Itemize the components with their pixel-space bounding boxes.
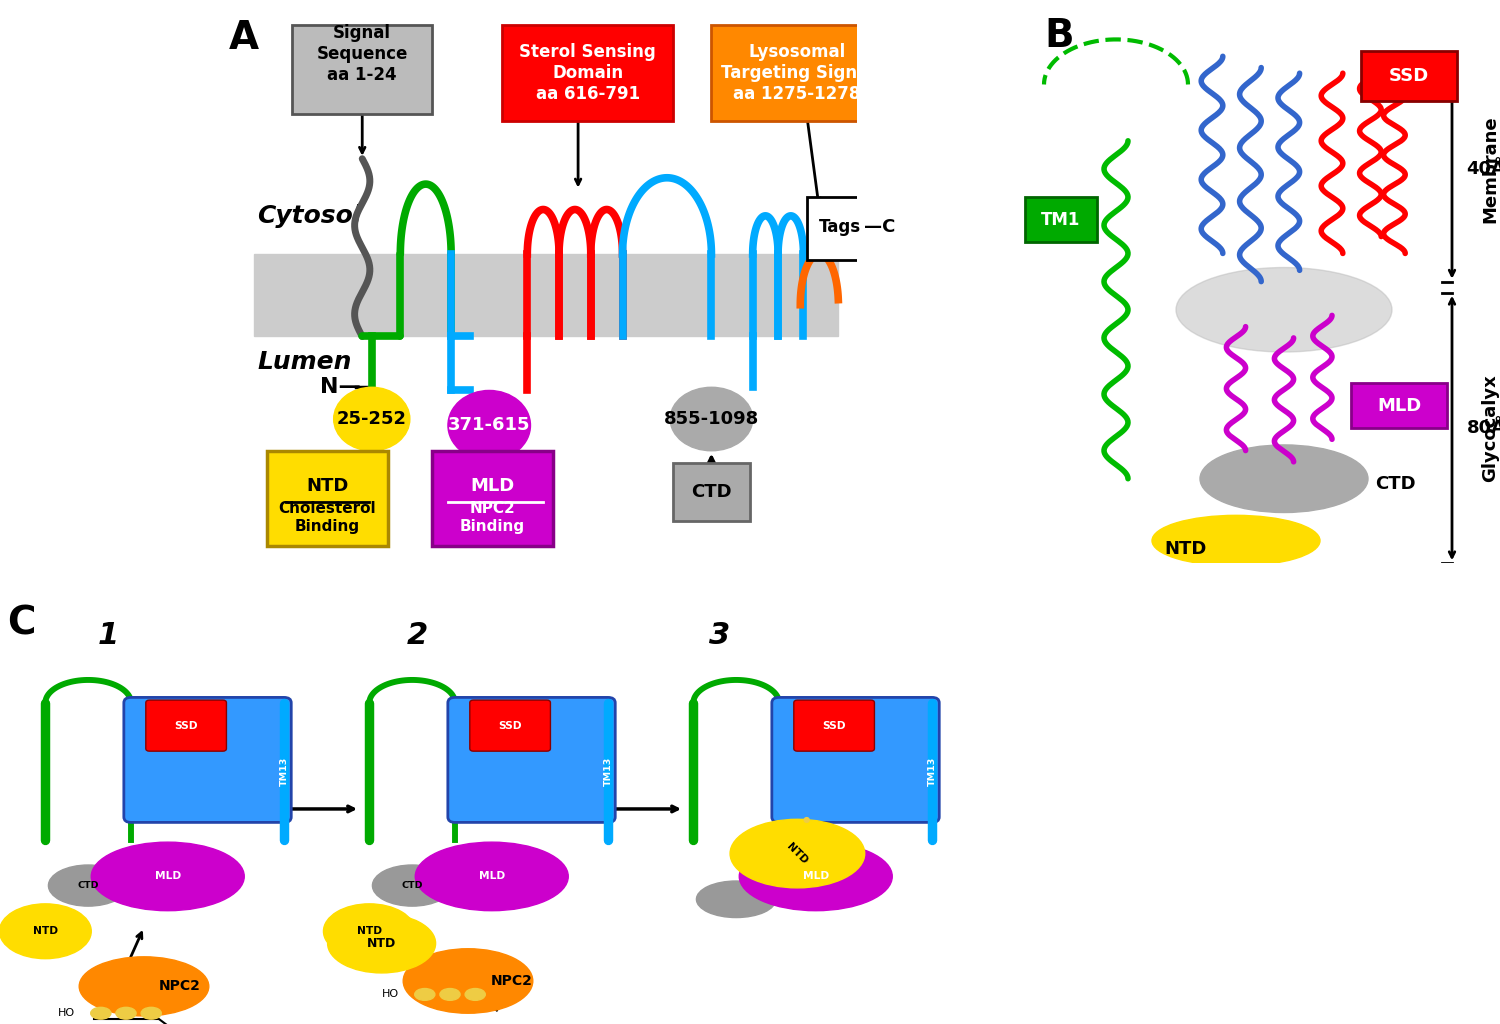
Text: CTD: CTD <box>1376 475 1416 494</box>
Bar <box>255 254 838 337</box>
FancyBboxPatch shape <box>124 697 291 822</box>
Text: 371-615: 371-615 <box>448 417 531 434</box>
Ellipse shape <box>416 842 568 910</box>
FancyBboxPatch shape <box>267 451 387 546</box>
Ellipse shape <box>730 819 864 888</box>
Text: MLD: MLD <box>1377 396 1422 415</box>
Ellipse shape <box>372 865 452 906</box>
Ellipse shape <box>696 881 776 918</box>
Text: Signal
Sequence
aa 1-24: Signal Sequence aa 1-24 <box>316 25 408 84</box>
FancyBboxPatch shape <box>448 697 615 822</box>
Text: Cytosol: Cytosol <box>258 204 362 228</box>
Text: SSD: SSD <box>498 721 522 731</box>
Text: Lysosomal
Targeting Signal
aa 1275-1278: Lysosomal Targeting Signal aa 1275-1278 <box>720 43 873 102</box>
Ellipse shape <box>141 1008 162 1019</box>
Text: 2: 2 <box>406 621 427 650</box>
FancyBboxPatch shape <box>807 197 895 260</box>
Text: MLD: MLD <box>471 477 514 495</box>
FancyBboxPatch shape <box>432 451 552 546</box>
Text: TM1: TM1 <box>432 713 447 743</box>
Text: TM1: TM1 <box>756 713 771 743</box>
Text: 3: 3 <box>710 621 730 650</box>
Text: Sterol Sensing
Domain
aa 616-791: Sterol Sensing Domain aa 616-791 <box>519 43 656 102</box>
FancyBboxPatch shape <box>772 697 939 822</box>
Text: 1: 1 <box>98 621 118 650</box>
Text: ●: ● <box>802 815 810 824</box>
Text: NTD: NTD <box>33 927 58 936</box>
FancyBboxPatch shape <box>711 26 884 121</box>
Ellipse shape <box>327 913 435 973</box>
Ellipse shape <box>0 904 92 958</box>
FancyBboxPatch shape <box>1360 50 1456 101</box>
FancyBboxPatch shape <box>1024 197 1096 242</box>
Text: CTD: CTD <box>692 483 732 501</box>
Text: NPC2: NPC2 <box>490 974 532 988</box>
Text: NPC2
Binding: NPC2 Binding <box>460 501 525 534</box>
Text: Tags: Tags <box>819 218 861 237</box>
Ellipse shape <box>92 842 244 910</box>
Text: N—: N— <box>320 377 360 397</box>
Text: CTD: CTD <box>402 881 423 890</box>
Text: B: B <box>1044 16 1074 55</box>
Text: Membrane: Membrane <box>1482 115 1500 223</box>
FancyBboxPatch shape <box>292 26 432 115</box>
Text: MLD: MLD <box>802 871 830 882</box>
Text: HO: HO <box>57 1009 75 1018</box>
Text: NTD: NTD <box>1164 540 1206 558</box>
Text: CTD: CTD <box>78 881 99 890</box>
Text: SSD: SSD <box>174 721 198 731</box>
Ellipse shape <box>414 988 435 1000</box>
FancyBboxPatch shape <box>503 26 674 121</box>
Ellipse shape <box>90 1008 111 1019</box>
FancyBboxPatch shape <box>674 464 750 520</box>
Ellipse shape <box>404 948 532 1014</box>
Text: SSD: SSD <box>1389 67 1429 85</box>
Text: NTD: NTD <box>784 841 810 866</box>
Ellipse shape <box>333 387 410 451</box>
Ellipse shape <box>440 988 460 1000</box>
Ellipse shape <box>48 865 128 906</box>
Ellipse shape <box>80 956 209 1016</box>
Text: TM13: TM13 <box>603 757 612 786</box>
Text: TM1: TM1 <box>1041 211 1080 228</box>
Text: 40Å: 40Å <box>1467 160 1500 178</box>
Text: NTD: NTD <box>368 937 396 950</box>
Text: Glycocalyx: Glycocalyx <box>1482 374 1500 482</box>
Text: Cholesterol
Binding: Cholesterol Binding <box>279 501 376 534</box>
FancyBboxPatch shape <box>794 700 874 752</box>
Text: HO: HO <box>381 989 399 999</box>
Text: TM1: TM1 <box>108 713 123 743</box>
Ellipse shape <box>448 390 531 461</box>
Text: 855-1098: 855-1098 <box>664 410 759 428</box>
Text: NTD: NTD <box>306 477 348 495</box>
Ellipse shape <box>324 904 416 958</box>
Text: A: A <box>230 19 260 57</box>
Text: NTD: NTD <box>357 927 382 936</box>
FancyBboxPatch shape <box>146 700 226 752</box>
Text: TM13: TM13 <box>927 757 936 786</box>
Ellipse shape <box>1200 444 1368 513</box>
Ellipse shape <box>1152 515 1320 566</box>
Ellipse shape <box>465 988 486 1000</box>
Text: 25-252: 25-252 <box>338 410 406 428</box>
FancyBboxPatch shape <box>1352 383 1448 428</box>
Text: NPC2: NPC2 <box>159 979 201 993</box>
Text: TM13: TM13 <box>279 757 288 786</box>
Ellipse shape <box>670 387 753 451</box>
FancyBboxPatch shape <box>470 700 550 752</box>
Text: —C: —C <box>864 218 895 237</box>
Ellipse shape <box>116 1008 136 1019</box>
Ellipse shape <box>740 842 892 910</box>
Text: MLD: MLD <box>478 871 506 882</box>
Ellipse shape <box>1176 267 1392 352</box>
Text: 80Å: 80Å <box>1467 419 1500 437</box>
Text: C: C <box>8 604 36 643</box>
Text: MLD: MLD <box>154 871 182 882</box>
Text: Lumen: Lumen <box>258 350 352 374</box>
Text: SSD: SSD <box>822 721 846 731</box>
